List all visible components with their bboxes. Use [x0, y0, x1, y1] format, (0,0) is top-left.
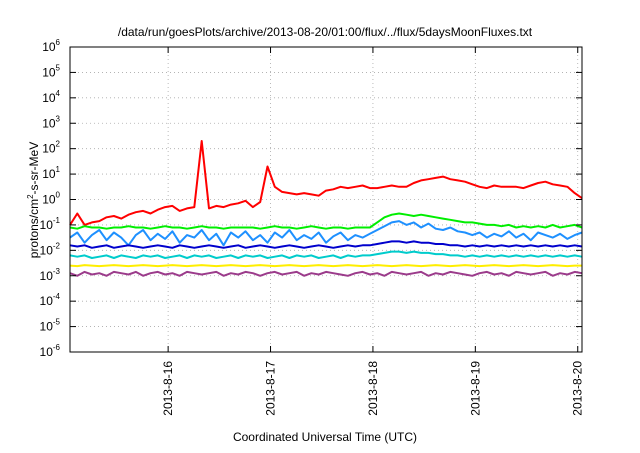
y-tick-exponent: -5: [53, 318, 61, 327]
y-tick-label: 10-2: [40, 241, 61, 257]
series-group: [69, 140, 583, 277]
y-tick-base: 10: [42, 193, 56, 207]
y-axis-label-part-1: protons/cm: [27, 199, 41, 258]
y-tick-base: 10: [40, 243, 54, 257]
grid-lines: [70, 46, 582, 353]
series-line-4: [69, 240, 583, 249]
y-tick-base: 10: [42, 91, 56, 105]
y-tick-exponent: 1: [56, 165, 61, 174]
series-line-3: [69, 220, 583, 247]
y-tick-exponent: -3: [53, 267, 61, 276]
y-tick-exponent: 6: [56, 38, 61, 47]
chart-title: /data/run/goesPlots/archive/2013-08-20/0…: [118, 25, 533, 39]
y-tick-label: 105: [42, 63, 60, 79]
y-tick-exponent: -2: [53, 241, 61, 250]
y-tick-base: 10: [42, 65, 56, 79]
y-tick-base: 10: [40, 320, 54, 334]
y-tick-base: 10: [40, 345, 54, 359]
y-axis-label-part-2: -s-sr-MeV: [27, 142, 41, 195]
x-axis-label: Coordinated Universal Time (UTC): [233, 430, 417, 444]
y-tick-labels: 10610510410310210110010-110-210-310-410-…: [40, 38, 61, 359]
y-tick-exponent: 0: [56, 191, 61, 200]
x-tick-label: 2013-8-18: [366, 361, 380, 416]
y-tick-base: 10: [42, 40, 56, 54]
y-tick-exponent: -1: [53, 216, 61, 225]
y-tick-base: 10: [42, 167, 56, 181]
y-tick-label: 10-5: [40, 318, 61, 334]
series-line-6: [69, 264, 582, 268]
series-line-2: [69, 212, 583, 230]
series-line-1: [69, 140, 583, 226]
y-tick-label: 10-1: [40, 216, 61, 232]
y-axis-label-superscript: 2: [26, 194, 35, 199]
series-line-7: [69, 270, 583, 277]
y-tick-base: 10: [40, 294, 54, 308]
y-tick-label: 100: [42, 191, 60, 207]
y-tick-exponent: 5: [56, 63, 61, 72]
x-tick-label: 2013-8-19: [468, 361, 482, 416]
y-tick-base: 10: [40, 269, 54, 283]
y-tick-label: 104: [42, 89, 60, 105]
y-tick-label: 101: [42, 165, 60, 181]
x-tick-label: 2013-8-17: [264, 361, 278, 416]
x-tick-labels: 2013-8-16 2013-8-17 2013-8-18 2013-8-19 2013…: [161, 361, 585, 416]
y-tick-base: 10: [40, 218, 54, 232]
y-tick-label: 10-4: [40, 292, 61, 308]
y-axis-label: protons/cm2-s-sr-MeV: [26, 142, 41, 258]
y-tick-exponent: -4: [53, 292, 61, 301]
series-line-5: [69, 250, 583, 259]
x-tick-label: 2013-8-16: [161, 361, 175, 416]
y-tick-exponent: 3: [56, 114, 61, 123]
y-tick-exponent: -6: [53, 343, 61, 352]
y-tick-label: 10-6: [40, 343, 61, 359]
x-tick-label: 2013-8-20: [571, 361, 585, 416]
y-tick-label: 106: [42, 38, 60, 54]
y-tick-base: 10: [42, 142, 56, 156]
axis-ticks: [70, 46, 582, 353]
y-tick-label: 10-3: [40, 267, 61, 283]
y-tick-label: 102: [42, 140, 60, 156]
y-tick-exponent: 2: [56, 140, 61, 149]
y-tick-label: 103: [42, 114, 60, 130]
y-tick-exponent: 4: [56, 89, 61, 98]
y-tick-base: 10: [42, 116, 56, 130]
